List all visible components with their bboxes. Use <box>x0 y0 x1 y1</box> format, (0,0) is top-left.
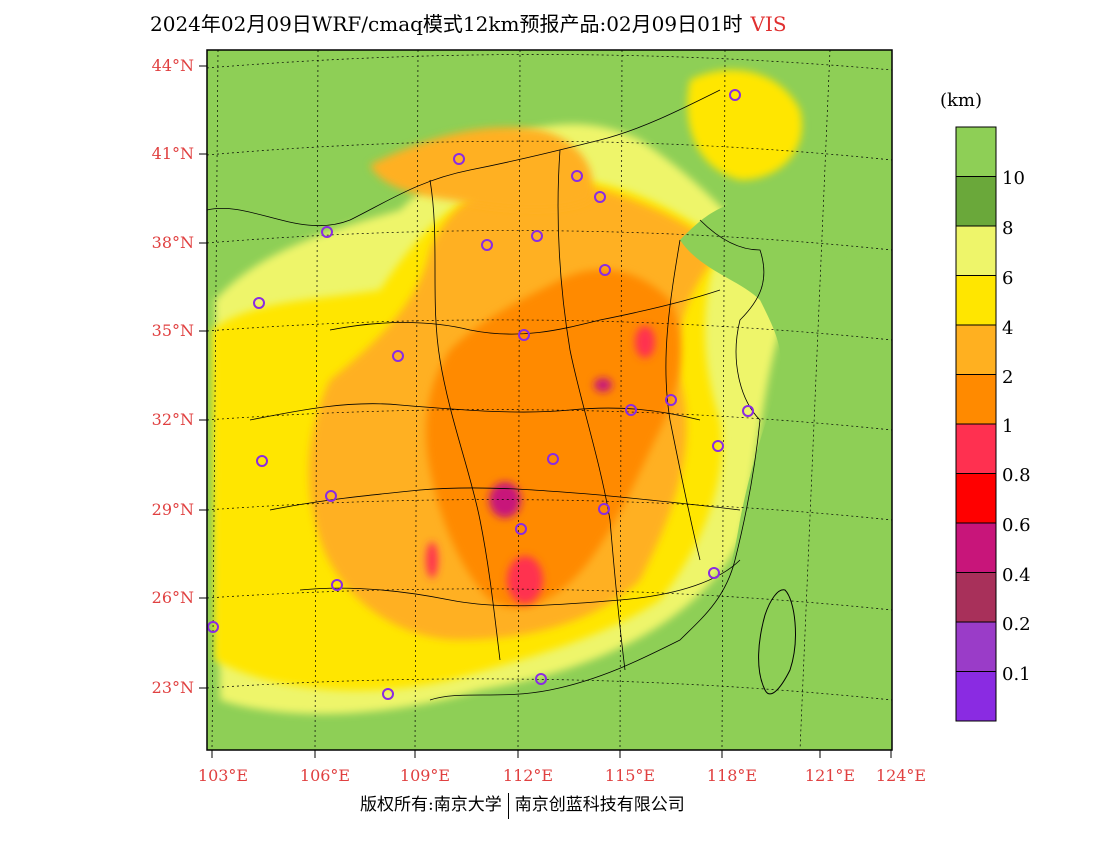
legend-label-10: 10 <box>1002 168 1025 189</box>
station-marker <box>325 490 337 502</box>
station-marker <box>598 503 610 515</box>
lat-label-38: 38°N <box>151 233 194 252</box>
lat-label-32: 32°N <box>151 410 194 429</box>
legend-swatch <box>955 572 997 623</box>
legend-swatch <box>955 423 997 474</box>
low-vis-spot-4 <box>507 556 543 604</box>
lon-label-121: 121°E <box>804 766 856 785</box>
legend-label-8: 8 <box>1002 218 1014 239</box>
visibility-zone-northeast <box>687 70 802 180</box>
station-marker <box>207 621 219 633</box>
station-marker <box>535 673 547 685</box>
lon-label-115: 115°E <box>604 766 656 785</box>
station-marker <box>481 239 493 251</box>
lat-label-44: 44°N <box>151 56 194 75</box>
legend-swatch <box>955 225 997 276</box>
station-marker <box>331 579 343 591</box>
legend-swatch <box>955 324 997 375</box>
graticule <box>207 50 892 750</box>
low-vis-spot-5 <box>426 542 438 578</box>
station-marker <box>547 453 559 465</box>
lon-label-124: 124°E <box>875 766 927 785</box>
legend-swatch <box>955 126 997 177</box>
legend-label-4: 4 <box>1002 318 1014 339</box>
station-marker <box>392 350 404 362</box>
legend-label-0.8: 0.8 <box>1002 465 1031 486</box>
sea-area-north <box>680 200 892 300</box>
legend-colorbar <box>955 126 997 722</box>
station-marker <box>594 191 606 203</box>
legend-label-0.4: 0.4 <box>1002 565 1031 586</box>
copyright-left: 版权所有:南京大学 <box>360 795 502 815</box>
legend-swatch <box>955 473 997 524</box>
title-main: 2024年02月09日WRF/cmaq模式12km预报产品:02月09日01时 <box>150 12 743 36</box>
copyright-right: 南京创蓝科技有限公司 <box>514 795 685 815</box>
lat-label-23: 23°N <box>151 678 194 697</box>
legend-label-6: 6 <box>1002 268 1014 289</box>
legend-swatch <box>955 374 997 425</box>
legend-unit: (km) <box>940 90 983 111</box>
station-marker <box>625 404 637 416</box>
lon-label-103: 103°E <box>197 766 249 785</box>
station-marker <box>599 264 611 276</box>
lon-label-106: 106°E <box>299 766 351 785</box>
map-area <box>207 50 892 750</box>
copyright-notice: 版权所有:南京大学 南京创蓝科技有限公司 <box>360 790 685 819</box>
legend-label-0.6: 0.6 <box>1002 515 1031 536</box>
legend-label-0.2: 0.2 <box>1002 614 1031 635</box>
legend-label-0.1: 0.1 <box>1002 664 1031 685</box>
station-marker <box>515 523 527 535</box>
station-marker <box>729 89 741 101</box>
lat-label-26: 26°N <box>151 588 194 607</box>
low-vis-spot-1 <box>635 326 655 358</box>
low-vis-spot-3 <box>489 482 521 518</box>
visibility-zone-north <box>370 127 593 210</box>
title-variable: VIS <box>750 12 787 36</box>
station-marker <box>665 394 677 406</box>
low-vis-spot-2 <box>594 378 612 392</box>
map-frame <box>206 49 893 751</box>
lat-label-41: 41°N <box>151 144 194 163</box>
station-marker <box>453 153 465 165</box>
province-borders <box>207 89 765 701</box>
legend-label-1: 1 <box>1002 416 1014 437</box>
legend-swatch <box>955 176 997 227</box>
station-marker <box>382 688 394 700</box>
lon-label-112: 112°E <box>502 766 554 785</box>
lat-ticks <box>199 65 207 689</box>
copyright-separator <box>507 792 509 819</box>
taiwan-outline <box>758 589 796 695</box>
station-marker <box>708 567 720 579</box>
legend-swatch <box>955 671 997 722</box>
lon-label-118: 118°E <box>706 766 758 785</box>
city-stations <box>207 89 754 700</box>
station-marker <box>321 226 333 238</box>
station-marker <box>742 405 754 417</box>
legend-swatch <box>955 522 997 573</box>
lon-ticks <box>211 750 892 758</box>
station-marker <box>531 230 543 242</box>
legend-swatch <box>955 275 997 326</box>
station-marker <box>571 170 583 182</box>
sea-area <box>500 300 892 750</box>
legend-label-2: 2 <box>1002 367 1014 388</box>
lon-label-109: 109°E <box>399 766 451 785</box>
chart-title: 2024年02月09日WRF/cmaq模式12km预报产品:02月09日01时 V… <box>150 8 950 38</box>
station-marker <box>518 329 530 341</box>
station-marker <box>253 297 265 309</box>
station-marker <box>256 455 268 467</box>
lat-label-29: 29°N <box>151 500 194 519</box>
visibility-zone-1km <box>426 269 681 608</box>
station-marker <box>712 440 724 452</box>
legend-swatch <box>955 621 997 672</box>
lat-label-35: 35°N <box>151 321 194 340</box>
